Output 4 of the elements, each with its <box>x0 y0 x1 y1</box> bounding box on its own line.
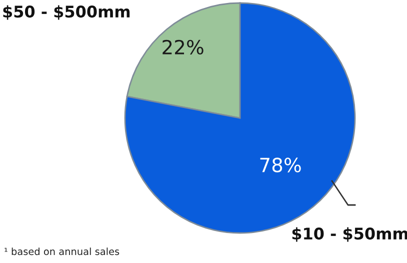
data-label: 22% <box>162 40 204 55</box>
data-label: 78% <box>260 158 301 172</box>
slice-label: $50 - $500mm <box>3 5 130 20</box>
text: ¹ based on annual sales <box>4 248 120 256</box>
